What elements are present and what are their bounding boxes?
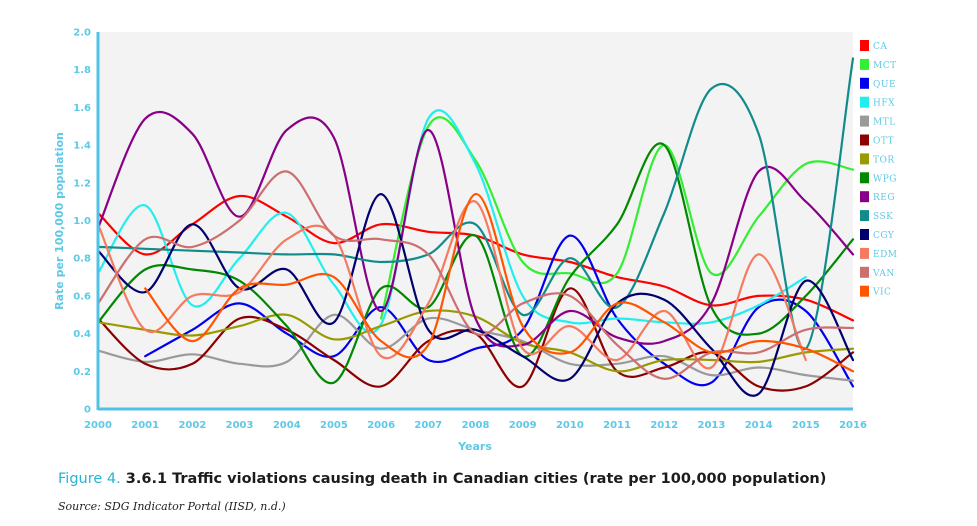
x-tick-label: 2004 bbox=[273, 420, 301, 431]
legend-item-vic: VIC bbox=[860, 285, 891, 298]
legend-label: SSK bbox=[873, 212, 893, 222]
x-tick-label: 2000 bbox=[84, 420, 112, 431]
legend-swatch bbox=[860, 153, 869, 165]
x-tick-label: 2014 bbox=[745, 420, 773, 431]
series-line-mct bbox=[380, 116, 855, 320]
x-tick-label: 2006 bbox=[367, 420, 395, 431]
series-line-van bbox=[96, 170, 855, 380]
figure-label: Figure 4. bbox=[58, 471, 121, 487]
legend-label: EDM bbox=[873, 250, 898, 260]
x-tick-label: 2003 bbox=[226, 420, 254, 431]
legend-swatch bbox=[860, 77, 869, 89]
legend-item-van: VAN bbox=[860, 266, 895, 279]
x-tick-label: 2009 bbox=[509, 420, 537, 431]
legend-label: CGY bbox=[873, 231, 895, 241]
x-tick-label: 2007 bbox=[414, 420, 442, 431]
series-line-ssk bbox=[96, 57, 855, 350]
legend-item-mtl: MTL bbox=[860, 115, 896, 128]
y-tick-label: 1.2 bbox=[73, 178, 91, 189]
series-line-wpg bbox=[96, 142, 855, 385]
legend-swatch bbox=[860, 40, 869, 51]
plot-area bbox=[98, 32, 853, 409]
legend-item-ca: CA bbox=[860, 40, 887, 52]
x-tick-label: 2010 bbox=[556, 420, 584, 431]
y-tick-label: 1.6 bbox=[73, 103, 91, 114]
figure-title: 3.6.1 Traffic violations causing death i… bbox=[125, 471, 827, 487]
legend-swatch bbox=[860, 247, 869, 259]
x-tick-label: 2001 bbox=[131, 420, 159, 431]
y-tick-label: 0 bbox=[84, 405, 91, 416]
legend-item-reg: REG bbox=[860, 191, 895, 203]
legend-item-cgy: CGY bbox=[860, 229, 895, 241]
legend-item-hfx: HFX bbox=[860, 96, 895, 109]
y-axis-title: Rate per 100,000 population bbox=[53, 132, 66, 310]
source-note: Source: SDG Indicator Portal (IISD, n.d.… bbox=[58, 500, 286, 513]
legend-label: MCT bbox=[873, 61, 897, 71]
legend-swatch bbox=[860, 266, 869, 278]
y-tick-labels: 0 0.2 0.4 0.6 0.8 1.0 1.2 1.4 1.6 1.8 2.0 bbox=[73, 28, 91, 416]
legend-item-que: QUE bbox=[860, 77, 896, 90]
legend-label: TOR bbox=[873, 155, 895, 165]
y-tick-label: 2.0 bbox=[73, 28, 91, 39]
line-chart: 2000 2001 2002 2003 2004 2005 2006 2007 2008 2009… bbox=[53, 28, 898, 454]
y-tick-label: 1.0 bbox=[73, 216, 91, 227]
x-tick-label: 2016 bbox=[839, 420, 867, 431]
legend-label: QUE bbox=[873, 80, 896, 90]
legend-item-ott: OTT bbox=[860, 134, 894, 147]
x-tick-label: 2005 bbox=[320, 420, 348, 431]
series-line-reg bbox=[96, 110, 855, 348]
legend-swatch bbox=[860, 134, 869, 146]
y-tick-label: 0.8 bbox=[73, 254, 91, 265]
legend-swatch bbox=[860, 191, 869, 203]
legend-label: REG bbox=[873, 193, 895, 203]
legend-item-wpg: WPG bbox=[860, 172, 897, 184]
x-tick-label: 2008 bbox=[462, 420, 490, 431]
y-tick-label: 0.4 bbox=[73, 329, 91, 340]
series-layer bbox=[96, 57, 855, 397]
legend-item-ssk: SSK bbox=[860, 210, 893, 222]
legend-label: MTL bbox=[873, 118, 896, 128]
legend-item-mct: MCT bbox=[860, 58, 897, 71]
y-tick-label: 0.6 bbox=[73, 291, 91, 302]
legend-label: OTT bbox=[873, 137, 894, 147]
legend-swatch bbox=[860, 96, 869, 108]
legend-swatch bbox=[860, 285, 869, 297]
series-line-vic bbox=[144, 193, 855, 373]
legend-label: VAN bbox=[872, 269, 895, 279]
x-axis-title: Years bbox=[457, 440, 492, 453]
y-tick-label: 1.8 bbox=[73, 65, 91, 76]
legend-swatch bbox=[860, 172, 869, 184]
legend-swatch bbox=[860, 229, 869, 240]
legend-swatch bbox=[860, 210, 869, 222]
x-tick-label: 2013 bbox=[698, 420, 726, 431]
legend-swatch bbox=[860, 115, 869, 127]
legend-item-tor: TOR bbox=[860, 153, 895, 165]
x-tick-labels: 2000 2001 2002 2003 2004 2005 2006 2007 2008 2009… bbox=[84, 420, 867, 431]
x-tick-label: 2011 bbox=[603, 420, 631, 431]
legend: CA MCT QUE HFX MTL OTT TOR WPG REG SSK CGY EDM VAN VI… bbox=[860, 40, 898, 298]
legend-label: VIC bbox=[872, 288, 891, 298]
legend-label: CA bbox=[873, 42, 887, 52]
x-tick-label: 2002 bbox=[178, 420, 206, 431]
series-line-que bbox=[144, 234, 855, 388]
legend-label: WPG bbox=[873, 174, 897, 184]
y-tick-label: 0.2 bbox=[73, 367, 91, 378]
series-line-edm bbox=[96, 200, 807, 370]
legend-label: HFX bbox=[873, 99, 895, 109]
x-tick-label: 2015 bbox=[792, 420, 820, 431]
x-tick-label: 2012 bbox=[650, 420, 678, 431]
legend-swatch bbox=[860, 58, 869, 70]
series-line-cgy bbox=[96, 192, 855, 397]
figure-caption: Figure 4. 3.6.1 Traffic violations causi… bbox=[58, 471, 826, 487]
y-tick-label: 1.4 bbox=[73, 141, 91, 152]
legend-item-edm: EDM bbox=[860, 247, 898, 260]
